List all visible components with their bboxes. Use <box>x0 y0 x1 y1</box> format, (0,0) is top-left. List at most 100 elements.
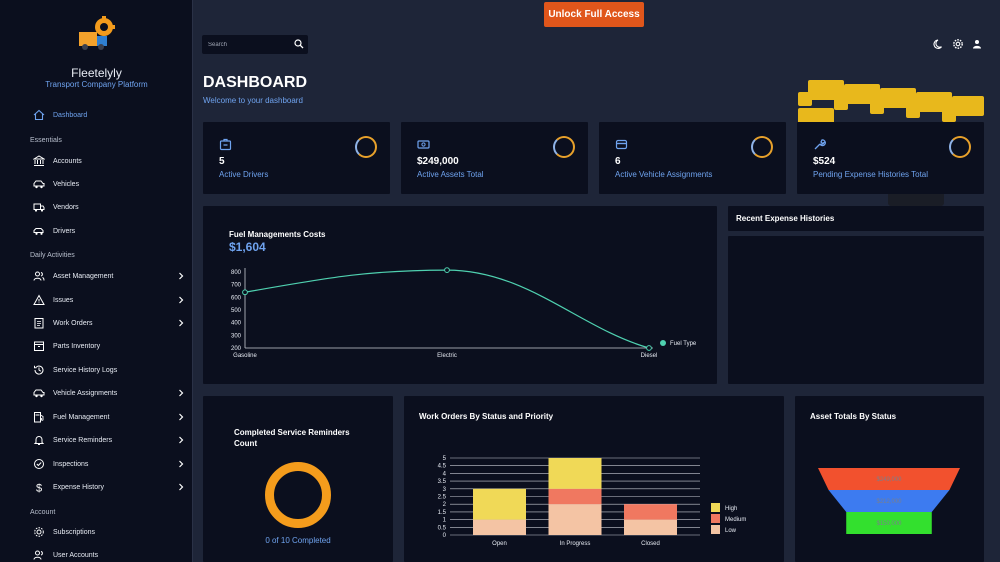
sidebar-item-service-reminders[interactable]: Service Reminders <box>0 432 193 448</box>
recent-expense-list <box>728 236 984 384</box>
sidebar-item-label: Expense History <box>53 483 104 491</box>
y-tick-label: 400 <box>231 321 242 327</box>
funnel-label: $249,000 <box>876 477 902 483</box>
progress-ring <box>355 136 377 158</box>
stat-label: Pending Expense Histories Total <box>813 170 929 179</box>
sidebar-item-label: Drivers <box>53 227 76 235</box>
y-tick-label: 2.5 <box>438 495 447 501</box>
fuel-chart-title: Fuel Managements Costs <box>229 230 326 239</box>
chevron-right-icon <box>179 460 184 468</box>
sidebar-item-service-history-logs[interactable]: Service History Logs <box>0 362 193 378</box>
y-tick-label: 4.5 <box>438 464 447 470</box>
reminders-title-line1: Completed Service Reminders <box>234 428 350 437</box>
y-tick-label: 2 <box>443 502 447 508</box>
chevron-right-icon <box>179 413 184 421</box>
x-tick-label: Open <box>492 541 507 547</box>
sidebar-item-dashboard[interactable]: Dashboard <box>0 107 193 123</box>
gear-icon <box>34 527 44 537</box>
legend-label-low: Low <box>725 528 737 534</box>
sidebar-item-asset-management[interactable]: Asset Management <box>0 268 193 284</box>
stat-card-active-vehicle-assignments: 6 Active Vehicle Assignments <box>599 122 786 194</box>
steering-wheel-icon <box>33 228 44 235</box>
card-icon <box>615 139 628 150</box>
funnel-label: $150,000 <box>876 521 902 527</box>
legend-label-fuel-type: Fuel Type <box>670 341 697 347</box>
sidebar-item-vehicle-assignments[interactable]: Vehicle Assignments <box>0 385 193 401</box>
work-orders-stacked-bar-chart: 0 0.51 1.5 22.5 3 3.5 44.5 5 Open In Progress Clos… <box>438 456 747 547</box>
asset-totals-funnel-chart: $249,000 $212,000 $150,000 <box>818 468 960 534</box>
sidebar-item-vendors[interactable]: Vendors <box>0 199 193 215</box>
reminders-completed-label: 0 of 10 Completed <box>265 536 331 545</box>
sidebar-item-work-orders[interactable]: Work Orders <box>0 315 193 331</box>
car-icon <box>33 180 45 189</box>
fuel-line-chart: 200 300 400 500 600 700 800 Gasoline Electric Die… <box>231 267 697 359</box>
wrench-icon <box>814 139 826 150</box>
car-assign-icon <box>33 389 45 398</box>
service-reminders-panel: Completed Service Reminders Count 0 of 1… <box>203 396 393 562</box>
funnel-segment <box>846 512 932 534</box>
dollar-icon: $ <box>36 483 42 494</box>
check-circle-icon <box>34 459 44 469</box>
y-tick-label: 700 <box>231 283 242 289</box>
section-daily-activities: Daily Activities <box>30 252 75 259</box>
sidebar-item-issues[interactable]: Issues <box>0 292 193 308</box>
stat-card-active-drivers: 5 Active Drivers <box>203 122 390 194</box>
bar-segment-low <box>548 504 602 535</box>
search-input[interactable] <box>208 38 288 51</box>
sidebar-item-label: Parts Inventory <box>53 342 101 350</box>
user-group-icon <box>33 550 43 560</box>
sidebar-item-accounts[interactable]: Accounts <box>0 153 193 169</box>
asset-totals-panel: Asset Totals By Status $249,000 $212,000 $… <box>795 396 984 562</box>
legend-label-high: High <box>725 506 737 512</box>
y-tick-label: 600 <box>231 295 242 301</box>
chevron-right-icon <box>179 389 184 397</box>
chevron-right-icon <box>179 483 184 491</box>
stat-value: 6 <box>615 156 621 167</box>
progress-ring <box>751 136 773 158</box>
sidebar-item-label: Accounts <box>53 157 82 165</box>
sidebar-item-fuel-management[interactable]: Fuel Management <box>0 409 193 425</box>
stat-label: Active Assets Total <box>417 170 484 179</box>
sidebar-item-label: Work Orders <box>53 319 93 327</box>
sidebar-item-vehicles[interactable]: Vehicles <box>0 176 193 192</box>
sidebar-item-subscriptions[interactable]: Subscriptions <box>0 524 193 540</box>
bar-segment-low <box>473 519 526 535</box>
legend-swatch-low <box>711 525 720 534</box>
sidebar: Fleetelyly Transport Company Platform Da… <box>0 0 193 562</box>
unlock-full-access-button[interactable]: Unlock Full Access <box>544 2 644 27</box>
page-subtitle: Welcome to your dashboard <box>203 96 303 105</box>
page-title: DASHBOARD <box>203 74 307 91</box>
stat-value: $524 <box>813 156 836 167</box>
y-tick-label: 1.5 <box>438 510 447 516</box>
sidebar-item-user-accounts[interactable]: User Accounts <box>0 547 193 562</box>
sidebar-item-label: Vehicle Assignments <box>53 389 118 397</box>
dark-mode-moon-icon[interactable] <box>933 38 945 50</box>
bar-segment-high <box>473 488 526 520</box>
sidebar-item-label: Issues <box>53 296 74 304</box>
sidebar-item-label: Dashboard <box>53 111 88 119</box>
fuel-series-line <box>244 269 650 349</box>
stat-label: Active Drivers <box>219 170 269 179</box>
users-icon <box>33 271 45 281</box>
legend-label-medium: Medium <box>725 517 746 523</box>
x-tick-label: Gasoline <box>233 353 257 359</box>
sidebar-item-drivers[interactable]: Drivers <box>0 223 193 239</box>
bar-segment-low <box>624 519 677 535</box>
warning-icon <box>33 294 45 305</box>
money-icon <box>417 140 430 149</box>
brand-name: Fleetelyly <box>71 66 122 80</box>
search-icon[interactable] <box>294 39 304 49</box>
user-profile-icon[interactable] <box>971 38 983 50</box>
sidebar-item-expense-history[interactable]: $ Expense History <box>0 479 193 495</box>
svg-text:$: $ <box>36 483 42 494</box>
section-account: Account <box>30 509 56 516</box>
y-tick-label: 3 <box>443 487 447 493</box>
settings-gear-icon[interactable] <box>952 38 964 50</box>
sidebar-item-label: Vendors <box>53 203 79 211</box>
fuel-icon <box>34 412 44 423</box>
sidebar-item-inspections[interactable]: Inspections <box>0 456 193 472</box>
bar-segment-medium <box>548 488 602 505</box>
fuel-data-point <box>646 345 652 351</box>
y-tick-label: 800 <box>231 270 242 276</box>
sidebar-item-parts-inventory[interactable]: Parts Inventory <box>0 338 193 354</box>
